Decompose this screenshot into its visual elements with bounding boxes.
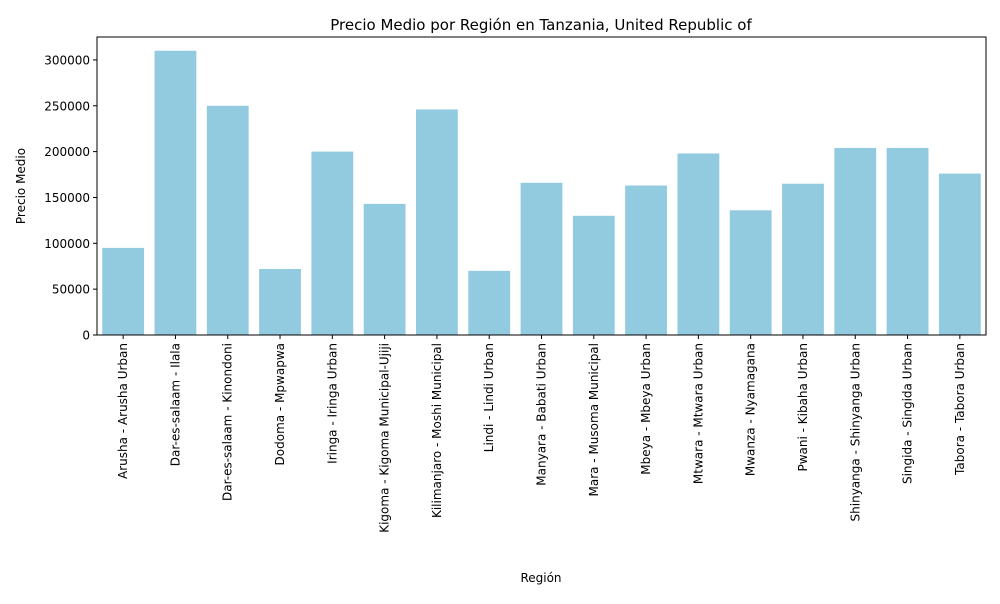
x-tick-label: Iringa - Iringa Urban: [325, 343, 339, 464]
x-tick-label: Shinyanga - Shinyanga Urban: [848, 343, 862, 521]
x-tick-label: Kigoma - Kigoma Municipal-Ujiji: [378, 343, 392, 533]
bar: [782, 183, 824, 335]
bar: [625, 185, 668, 335]
plot-frame: [96, 36, 987, 336]
bar: [834, 147, 877, 335]
bar: [520, 182, 563, 335]
bar: [468, 270, 511, 335]
y-tick-label: 100000: [44, 237, 90, 251]
bar: [886, 147, 929, 335]
bar: [259, 268, 301, 335]
bar: [729, 210, 772, 335]
x-tick-label: Dar-es-salaam - Kinondoni: [221, 343, 235, 501]
bar: [415, 109, 458, 335]
bar: [572, 215, 615, 335]
x-tick-label: Mara - Musoma Municipal: [587, 343, 601, 497]
bar: [677, 153, 720, 335]
y-tick-label: 200000: [44, 145, 90, 159]
x-tick-label: Mbeya - Mbeya Urban: [639, 343, 653, 475]
y-tick-label: 50000: [52, 283, 90, 297]
chart-title: Precio Medio por Región en Tanzania, Uni…: [330, 16, 752, 34]
x-tick-label: Arusha - Arusha Urban: [116, 343, 130, 479]
bar: [206, 105, 249, 336]
x-tick-label: Mwanza - Nyamagana: [744, 343, 758, 476]
x-axis-label: Región: [520, 571, 561, 585]
y-tick-label: 0: [82, 329, 90, 343]
x-tick-label: Singida - Singida Urban: [901, 343, 915, 484]
x-tick-label: Manyara - Babati Urban: [535, 343, 549, 486]
y-tick-label: 150000: [44, 191, 90, 205]
y-tick-label: 300000: [44, 53, 90, 67]
y-tick-label: 250000: [44, 99, 90, 113]
bar: [363, 203, 406, 335]
x-tick-label: Mtwara - Mtwara Urban: [691, 343, 705, 484]
y-axis-label: Precio Medio: [14, 148, 28, 224]
bar: [154, 50, 197, 335]
x-tick-label: Dodoma - Mpwapwa: [273, 343, 287, 465]
x-tick-label: Lindi - Lindi Urban: [482, 343, 496, 452]
x-tick-label: Pwani - Kibaha Urban: [796, 343, 810, 472]
x-tick-label: Tabora - Tabora Urban: [953, 343, 967, 476]
bar: [938, 173, 981, 335]
bar: [311, 151, 354, 335]
x-tick-label: Dar-es-salaam - Ilala: [168, 343, 182, 466]
bar: [102, 247, 145, 335]
x-tick-label: Kilimanjaro - Moshi Municipal: [430, 343, 444, 518]
